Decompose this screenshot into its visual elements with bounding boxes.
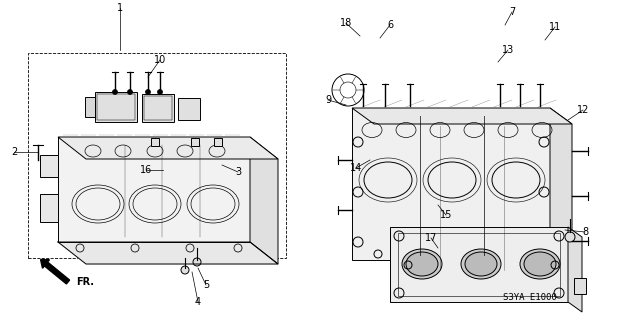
Bar	[142, 94, 174, 122]
Text: 15: 15	[440, 210, 452, 220]
Circle shape	[157, 90, 163, 94]
Circle shape	[193, 258, 201, 266]
Text: 8: 8	[582, 227, 588, 237]
Ellipse shape	[524, 252, 556, 276]
Polygon shape	[550, 108, 572, 276]
Circle shape	[127, 90, 132, 94]
Text: 13: 13	[502, 45, 514, 55]
Text: 2: 2	[11, 147, 17, 157]
Bar	[191, 138, 199, 146]
Bar	[85, 97, 95, 117]
Bar	[574, 278, 586, 294]
Ellipse shape	[520, 249, 560, 279]
Text: 7: 7	[509, 7, 515, 17]
Bar	[40, 194, 58, 222]
Circle shape	[113, 90, 118, 94]
Text: 16: 16	[140, 165, 152, 175]
Bar	[40, 155, 58, 177]
Polygon shape	[250, 137, 278, 264]
Polygon shape	[58, 137, 278, 159]
FancyArrow shape	[40, 260, 70, 284]
Circle shape	[145, 90, 150, 94]
Ellipse shape	[461, 249, 501, 279]
Polygon shape	[352, 108, 550, 260]
Bar	[95, 92, 137, 122]
Ellipse shape	[402, 249, 442, 279]
Text: 9: 9	[325, 95, 331, 105]
Polygon shape	[58, 242, 278, 264]
Polygon shape	[390, 227, 568, 302]
Text: FR.: FR.	[76, 277, 94, 287]
Text: S3YA E1000: S3YA E1000	[503, 293, 557, 302]
Text: 17: 17	[425, 233, 437, 243]
Text: 3: 3	[235, 167, 241, 177]
Text: 12: 12	[577, 105, 589, 115]
Text: 4: 4	[195, 297, 201, 307]
Polygon shape	[58, 137, 250, 242]
Polygon shape	[568, 227, 582, 312]
Bar	[214, 138, 222, 146]
Text: 5: 5	[203, 280, 209, 290]
Bar	[144, 96, 172, 120]
Bar	[28, 53, 286, 258]
Text: 18: 18	[340, 18, 352, 28]
Text: 6: 6	[387, 20, 393, 30]
Text: 10: 10	[154, 55, 166, 65]
Bar	[178, 98, 200, 120]
Circle shape	[181, 266, 189, 274]
Text: 1: 1	[117, 3, 123, 13]
Bar	[151, 138, 159, 146]
Ellipse shape	[465, 252, 497, 276]
Circle shape	[565, 232, 575, 242]
Ellipse shape	[406, 252, 438, 276]
Bar	[97, 94, 135, 120]
Polygon shape	[352, 108, 572, 124]
Text: 14: 14	[350, 163, 362, 173]
Text: 11: 11	[549, 22, 561, 32]
